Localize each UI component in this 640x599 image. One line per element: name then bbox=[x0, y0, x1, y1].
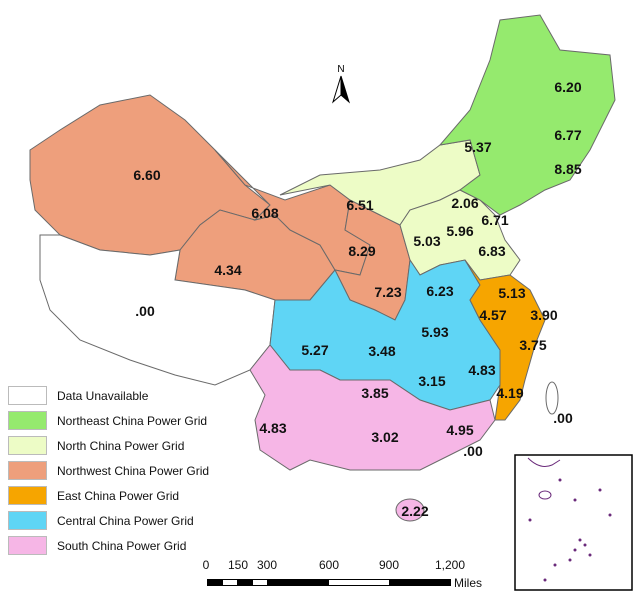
legend-swatch bbox=[8, 511, 47, 530]
scale-tick-1200: 1,200 bbox=[435, 558, 465, 572]
label-shaanxi: 7.23 bbox=[374, 284, 401, 300]
legend-item-north: North China Power Grid bbox=[8, 433, 209, 458]
label-chongqing: 3.48 bbox=[368, 343, 395, 359]
region-northeast[interactable] bbox=[438, 14, 616, 216]
scale-tick-300: 300 bbox=[257, 558, 277, 572]
legend-item-east: East China Power Grid bbox=[8, 483, 209, 508]
scale-bar: 0 150 300 600 900 1,200 Miles bbox=[203, 558, 482, 590]
label-guangxi: 3.02 bbox=[371, 429, 398, 445]
legend-item-south: South China Power Grid bbox=[8, 533, 209, 558]
scale-tick-900: 900 bbox=[379, 558, 399, 572]
label-zhejiang: 3.75 bbox=[519, 337, 546, 353]
north-arrow-label: N bbox=[337, 64, 344, 75]
legend-swatch bbox=[8, 436, 47, 455]
label-anhui: 4.57 bbox=[479, 307, 506, 323]
inset-map bbox=[514, 454, 633, 591]
label-henan: 6.23 bbox=[426, 283, 453, 299]
legend: Data Unavailable Northeast China Power G… bbox=[8, 383, 209, 558]
scale-bar-segment bbox=[329, 580, 389, 585]
legend-swatch bbox=[8, 386, 47, 405]
label-guizhou: 3.85 bbox=[361, 385, 388, 401]
legend-label: Central China Power Grid bbox=[57, 513, 194, 528]
label-hainan: 2.22 bbox=[401, 503, 428, 519]
label-hunan: 3.15 bbox=[418, 373, 445, 389]
legend-item-northeast: Northeast China Power Grid bbox=[8, 408, 209, 433]
label-heilongjiang: 6.20 bbox=[554, 79, 581, 95]
label-fujian: 4.19 bbox=[496, 385, 523, 401]
scale-unit: Miles bbox=[454, 576, 482, 590]
label-jiangxi: 4.83 bbox=[468, 362, 495, 378]
north-arrow-icon bbox=[332, 75, 342, 104]
legend-item-central: Central China Power Grid bbox=[8, 508, 209, 533]
inset-coastline bbox=[527, 457, 561, 467]
scale-bar-segment bbox=[223, 580, 237, 585]
label-inner-mongolia-east: 5.37 bbox=[464, 139, 491, 155]
inset-island bbox=[538, 490, 552, 500]
region-east[interactable] bbox=[464, 259, 546, 421]
label-tianjin: 6.71 bbox=[481, 212, 508, 228]
scale-tick-150: 150 bbox=[228, 558, 248, 572]
legend-label: East China Power Grid bbox=[57, 488, 180, 503]
label-hebei: 5.96 bbox=[446, 223, 473, 239]
legend-swatch bbox=[8, 461, 47, 480]
label-tibet: .00 bbox=[135, 303, 155, 319]
scale-tick-600: 600 bbox=[319, 558, 339, 572]
inset-islands bbox=[528, 478, 612, 582]
label-inner-mongolia: 6.51 bbox=[346, 197, 373, 213]
label-shanghai: 3.90 bbox=[530, 307, 557, 323]
north-arrow-icon-right bbox=[340, 75, 350, 104]
scale-bar-segment bbox=[253, 580, 267, 585]
legend-label: Northeast China Power Grid bbox=[57, 413, 208, 428]
legend-swatch bbox=[8, 536, 47, 555]
northwest-grid bbox=[29, 94, 411, 321]
label-gansu: 6.08 bbox=[251, 205, 278, 221]
scale-tick-0: 0 bbox=[203, 558, 210, 572]
label-shandong: 6.83 bbox=[478, 243, 505, 259]
legend-label: South China Power Grid bbox=[57, 538, 187, 553]
label-hubei: 5.93 bbox=[421, 324, 448, 340]
label-jilin: 6.77 bbox=[554, 127, 581, 143]
legend-label: Northwest China Power Grid bbox=[57, 463, 210, 478]
region-south[interactable] bbox=[249, 344, 496, 471]
label-beijing: 2.06 bbox=[451, 195, 478, 211]
label-liaoning: 8.85 bbox=[554, 161, 581, 177]
legend-label: Data Unavailable bbox=[57, 388, 149, 403]
label-guangdong: 4.95 bbox=[446, 422, 473, 438]
label-shanxi: 5.03 bbox=[413, 233, 440, 249]
value-labels: 6.60 6.08 4.34 8.29 7.23 .00 6.51 2.06 6… bbox=[133, 79, 581, 519]
legend-item-unavailable: Data Unavailable bbox=[8, 383, 209, 408]
label-ningxia: 8.29 bbox=[348, 243, 375, 259]
legend-swatch bbox=[8, 411, 47, 430]
label-yunnan: 4.83 bbox=[259, 420, 286, 436]
legend-item-northwest: Northwest China Power Grid bbox=[8, 458, 209, 483]
label-jiangsu: 5.13 bbox=[498, 285, 525, 301]
label-sichuan: 5.27 bbox=[301, 342, 328, 358]
label-taiwan: .00 bbox=[553, 410, 573, 426]
label-qinghai: 4.34 bbox=[214, 262, 241, 278]
north-arrow: N bbox=[332, 64, 350, 104]
region-taiwan[interactable] bbox=[545, 381, 559, 415]
label-xinjiang: 6.60 bbox=[133, 167, 160, 183]
label-hongkong: .00 bbox=[463, 443, 483, 459]
inset-frame bbox=[514, 454, 633, 591]
legend-swatch bbox=[8, 486, 47, 505]
legend-label: North China Power Grid bbox=[57, 438, 185, 453]
region-hainan[interactable] bbox=[395, 498, 425, 522]
